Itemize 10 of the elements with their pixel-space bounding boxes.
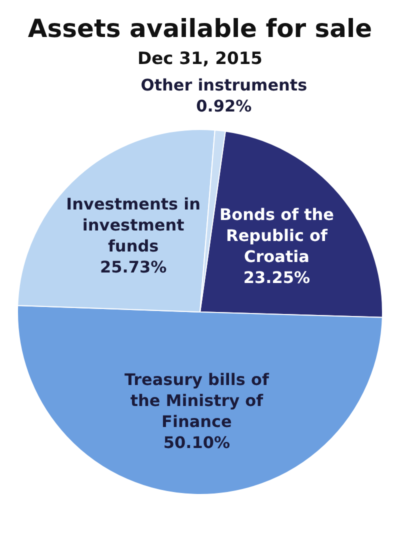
chart-subtitle: Dec 31, 2015 xyxy=(136,49,264,69)
slice-label: Investments in investment funds xyxy=(66,194,200,256)
slice-label: Bonds of the Republic of Croatia xyxy=(219,204,334,266)
slice-label: Other instruments xyxy=(140,75,308,94)
data-label: 0.92% xyxy=(196,96,252,116)
chart-title: Assets available for sale xyxy=(26,14,374,43)
data-label: 25.73% xyxy=(100,258,167,277)
data-label: 23.25% xyxy=(243,268,310,287)
slice-label: Treasury bills of the Ministry of Finance xyxy=(124,370,270,431)
data-label: 50.10% xyxy=(163,432,230,452)
